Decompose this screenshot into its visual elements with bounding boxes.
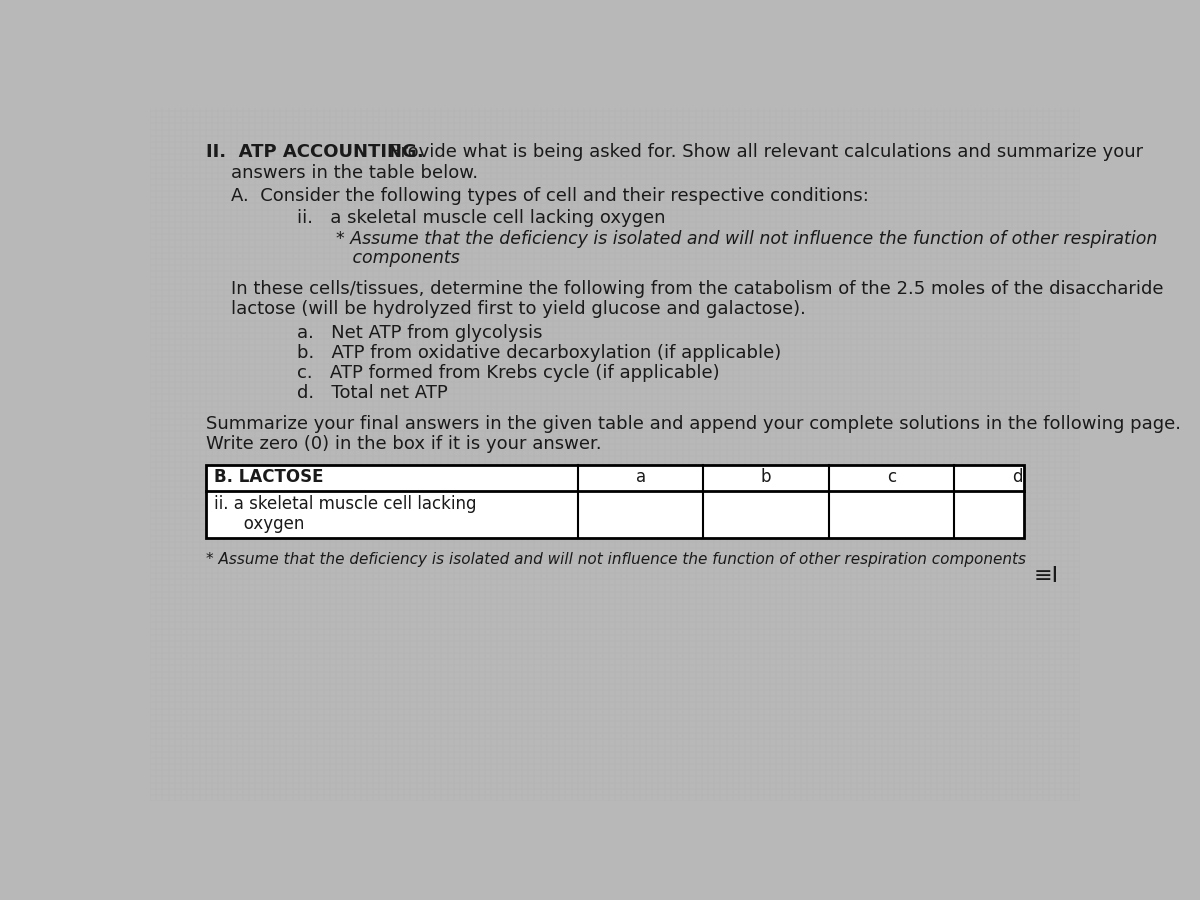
Text: * Assume that the deficiency is isolated and will not influence the function of : * Assume that the deficiency is isolated…: [336, 230, 1157, 248]
Text: d.   Total net ATP: d. Total net ATP: [298, 384, 448, 402]
Text: b.   ATP from oxidative decarboxylation (if applicable): b. ATP from oxidative decarboxylation (i…: [298, 345, 781, 363]
Text: * Assume that the deficiency is isolated and will not influence the function of : * Assume that the deficiency is isolated…: [206, 553, 1026, 567]
Text: oxygen: oxygen: [228, 516, 304, 534]
Text: answers in the table below.: answers in the table below.: [232, 164, 479, 182]
Text: lactose (will be hydrolyzed first to yield glucose and galactose).: lactose (will be hydrolyzed first to yie…: [232, 300, 806, 318]
Text: a.   Net ATP from glycolysis: a. Net ATP from glycolysis: [298, 324, 542, 342]
Bar: [206, 464, 1025, 538]
Text: c: c: [887, 468, 896, 486]
Text: d: d: [1012, 468, 1022, 486]
Text: components: components: [336, 249, 460, 267]
Text: A.  Consider the following types of cell and their respective conditions:: A. Consider the following types of cell …: [232, 187, 869, 205]
Text: Summarize your final answers in the given table and append your complete solutio: Summarize your final answers in the give…: [206, 415, 1181, 433]
Text: ii. a skeletal muscle cell lacking: ii. a skeletal muscle cell lacking: [214, 495, 476, 513]
Text: B. LACTOSE: B. LACTOSE: [214, 468, 323, 486]
Text: b: b: [761, 468, 772, 486]
Text: ii.   a skeletal muscle cell lacking oxygen: ii. a skeletal muscle cell lacking oxyge…: [298, 209, 666, 227]
Text: II.  ATP ACCOUNTING.: II. ATP ACCOUNTING.: [206, 142, 424, 160]
Text: a: a: [636, 468, 646, 486]
Text: Provide what is being asked for. Show all relevant calculations and summarize yo: Provide what is being asked for. Show al…: [390, 142, 1144, 160]
Text: Write zero (0) in the box if it is your answer.: Write zero (0) in the box if it is your …: [206, 436, 601, 454]
Text: ≡I: ≡I: [1033, 566, 1058, 586]
Text: In these cells/tissues, determine the following from the catabolism of the 2.5 m: In these cells/tissues, determine the fo…: [232, 280, 1164, 298]
Text: c.   ATP formed from Krebs cycle (if applicable): c. ATP formed from Krebs cycle (if appli…: [298, 364, 720, 382]
